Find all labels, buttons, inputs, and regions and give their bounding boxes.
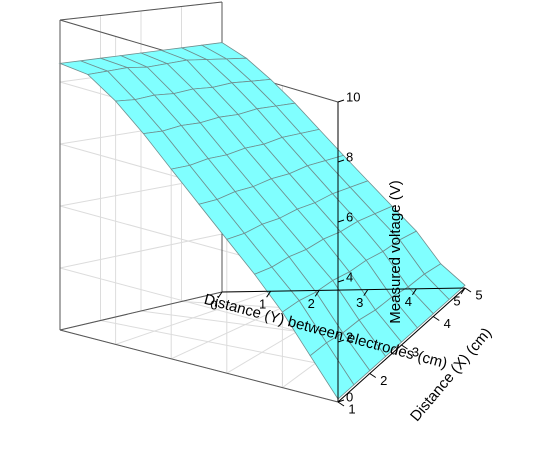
z-tick-label: 8	[346, 149, 353, 164]
x-tick-label: 3	[412, 344, 419, 359]
box-edge	[59, 329, 339, 403]
z-tick	[337, 339, 345, 343]
y-axis	[221, 287, 466, 293]
grid-line	[59, 267, 339, 343]
y-tick-label: 5	[453, 293, 460, 308]
y-tick-label: 4	[405, 294, 412, 309]
z-tick-label: 0	[346, 389, 353, 404]
y-tick	[217, 291, 223, 299]
z-tick	[337, 399, 345, 403]
x-tick	[401, 344, 408, 350]
x-tick-label: 5	[475, 287, 482, 302]
axes-box	[59, 1, 466, 403]
y-tick	[266, 290, 272, 298]
box-edge	[59, 1, 223, 21]
x-tick-label: 1	[348, 401, 355, 416]
x-axis-label: Distance (X) (cm)	[407, 325, 495, 425]
y-tick	[314, 290, 320, 297]
x-tick	[369, 373, 377, 378]
z-tick-label: 2	[346, 329, 353, 344]
y-tick	[460, 287, 466, 295]
y-tick	[411, 288, 417, 296]
z-tick-label: 6	[346, 209, 353, 224]
x-tick-label: 2	[380, 373, 387, 388]
y-tick-label: 3	[356, 295, 363, 310]
x-tick-label: 4	[444, 316, 451, 331]
surface	[58, 42, 466, 400]
z-axis-label: Measured voltage (V)	[387, 180, 404, 323]
y-tick-label: 1	[259, 297, 266, 312]
y-tick	[363, 289, 369, 296]
z-tick	[337, 279, 345, 283]
z-tick-label: 4	[346, 269, 353, 284]
x-tick	[432, 316, 440, 321]
z-tick	[337, 219, 345, 223]
grid-line	[115, 290, 271, 345]
z-tick	[337, 99, 345, 103]
x-tick	[464, 287, 472, 293]
x-tick	[337, 401, 345, 407]
box-edge	[59, 291, 223, 331]
z-tick	[337, 159, 345, 163]
y-tick-label: 2	[308, 296, 315, 311]
y-tick-label: 0	[210, 297, 217, 312]
surface-cell	[309, 342, 355, 400]
z-tick-label: 10	[346, 89, 360, 104]
